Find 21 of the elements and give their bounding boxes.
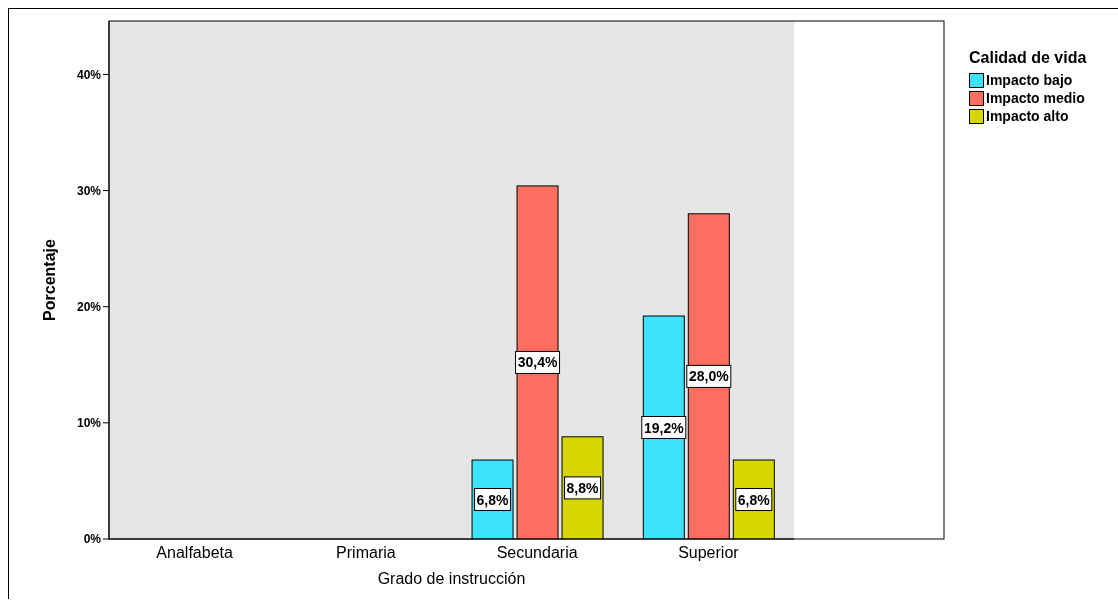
y-axis-title: Porcentaje: [40, 238, 58, 321]
x-axis-title: Grado de instrucción: [377, 570, 526, 587]
x-tick-label: Secundaria: [496, 544, 578, 562]
legend-title: Calidad de vida: [969, 49, 1088, 67]
y-tick-label: 20%: [76, 299, 102, 314]
legend-label: Impacto bajo: [986, 72, 1073, 88]
data-label: 28,0%: [688, 368, 730, 385]
y-tick-label: 30%: [76, 183, 102, 198]
data-label: 19,2%: [643, 419, 685, 436]
legend-label: Impacto medio: [986, 90, 1085, 106]
data-label: 30,4%: [517, 354, 558, 371]
y-tick-label: 0%: [83, 532, 102, 547]
legend-label: Impacto alto: [986, 108, 1069, 124]
x-tick-label: Primaria: [336, 544, 396, 562]
y-tick-label: 40%: [76, 67, 102, 82]
data-label: 6,8%: [476, 491, 510, 508]
y-tick-label: 10%: [76, 416, 102, 431]
x-tick-label: Analfabeta: [156, 544, 233, 562]
data-label: 8,8%: [566, 479, 600, 496]
x-tick-label: Superior: [678, 544, 740, 562]
data-label: 6,8%: [737, 491, 771, 508]
